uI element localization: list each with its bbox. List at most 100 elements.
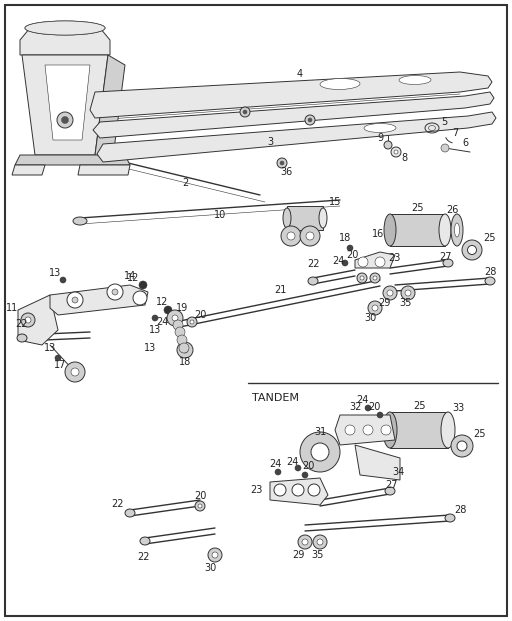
Circle shape <box>368 301 382 315</box>
FancyBboxPatch shape <box>390 412 448 448</box>
Text: 24: 24 <box>269 459 281 469</box>
Circle shape <box>300 226 320 246</box>
Circle shape <box>177 342 193 358</box>
Circle shape <box>177 335 187 345</box>
Text: 19: 19 <box>176 303 188 313</box>
Ellipse shape <box>283 208 291 228</box>
Text: 24: 24 <box>332 256 344 266</box>
Ellipse shape <box>319 208 327 228</box>
Text: 13: 13 <box>149 325 161 335</box>
Ellipse shape <box>385 487 395 495</box>
Ellipse shape <box>25 21 105 35</box>
Circle shape <box>243 110 247 114</box>
Text: 10: 10 <box>214 210 226 220</box>
Circle shape <box>401 286 415 300</box>
Circle shape <box>363 425 373 435</box>
Text: 25: 25 <box>474 429 486 439</box>
Circle shape <box>287 232 295 240</box>
Circle shape <box>25 317 31 323</box>
Circle shape <box>365 405 371 411</box>
Circle shape <box>187 317 197 327</box>
Circle shape <box>391 147 401 157</box>
Ellipse shape <box>457 441 467 451</box>
Circle shape <box>292 484 304 496</box>
Text: 25: 25 <box>484 233 496 243</box>
Circle shape <box>139 281 147 289</box>
Text: 13: 13 <box>49 268 61 278</box>
Circle shape <box>383 286 397 300</box>
Text: 22: 22 <box>16 319 28 329</box>
Circle shape <box>372 305 378 311</box>
Text: 25: 25 <box>413 401 425 411</box>
Circle shape <box>198 504 202 508</box>
Text: 20: 20 <box>194 310 206 320</box>
Text: 27: 27 <box>386 480 398 490</box>
Polygon shape <box>95 55 125 165</box>
Circle shape <box>107 284 123 300</box>
Text: 35: 35 <box>400 298 412 308</box>
Text: 20: 20 <box>302 461 314 471</box>
Circle shape <box>306 232 314 240</box>
Circle shape <box>67 292 83 308</box>
Circle shape <box>375 257 385 267</box>
Circle shape <box>112 289 118 295</box>
Circle shape <box>308 118 312 122</box>
Ellipse shape <box>25 21 105 35</box>
Circle shape <box>212 552 218 558</box>
Text: 13: 13 <box>44 343 56 353</box>
Text: 23: 23 <box>250 485 262 495</box>
Text: 28: 28 <box>484 267 496 277</box>
Circle shape <box>208 548 222 562</box>
Circle shape <box>302 472 308 478</box>
Text: 31: 31 <box>314 427 326 437</box>
Circle shape <box>441 144 449 152</box>
Circle shape <box>164 306 172 314</box>
Text: 15: 15 <box>329 197 341 207</box>
Circle shape <box>313 535 327 549</box>
Text: 14: 14 <box>124 271 136 281</box>
Circle shape <box>274 484 286 496</box>
Circle shape <box>381 425 391 435</box>
Circle shape <box>295 465 301 471</box>
Polygon shape <box>18 295 58 345</box>
Circle shape <box>61 117 69 124</box>
Text: 11: 11 <box>6 303 18 313</box>
Circle shape <box>345 425 355 435</box>
Text: 22: 22 <box>137 552 150 562</box>
Ellipse shape <box>485 277 495 285</box>
Text: 20: 20 <box>346 250 358 260</box>
Text: 2: 2 <box>182 178 188 188</box>
Circle shape <box>317 539 323 545</box>
Text: 5: 5 <box>441 117 447 127</box>
Circle shape <box>60 277 66 283</box>
Text: 12: 12 <box>156 297 168 307</box>
Circle shape <box>302 539 308 545</box>
Circle shape <box>308 484 320 496</box>
Polygon shape <box>355 445 400 480</box>
Text: 30: 30 <box>364 313 376 323</box>
Text: 9: 9 <box>377 133 383 143</box>
Circle shape <box>360 276 364 280</box>
Ellipse shape <box>308 277 318 285</box>
FancyBboxPatch shape <box>390 214 445 246</box>
Text: 33: 33 <box>452 403 464 413</box>
Circle shape <box>175 327 185 337</box>
Circle shape <box>357 273 367 283</box>
Ellipse shape <box>439 214 451 246</box>
Text: 34: 34 <box>392 467 404 477</box>
Polygon shape <box>355 252 395 268</box>
Text: 29: 29 <box>378 298 390 308</box>
Ellipse shape <box>364 124 396 132</box>
Circle shape <box>275 469 281 475</box>
Text: 36: 36 <box>280 167 292 177</box>
Ellipse shape <box>320 78 360 89</box>
Circle shape <box>72 297 78 303</box>
Polygon shape <box>12 165 45 175</box>
Circle shape <box>172 315 178 321</box>
Text: TANDEM: TANDEM <box>252 393 299 403</box>
Text: 26: 26 <box>446 205 458 215</box>
Text: 8: 8 <box>401 153 407 163</box>
Text: 23: 23 <box>388 253 400 263</box>
Circle shape <box>384 141 392 149</box>
Circle shape <box>358 257 368 267</box>
